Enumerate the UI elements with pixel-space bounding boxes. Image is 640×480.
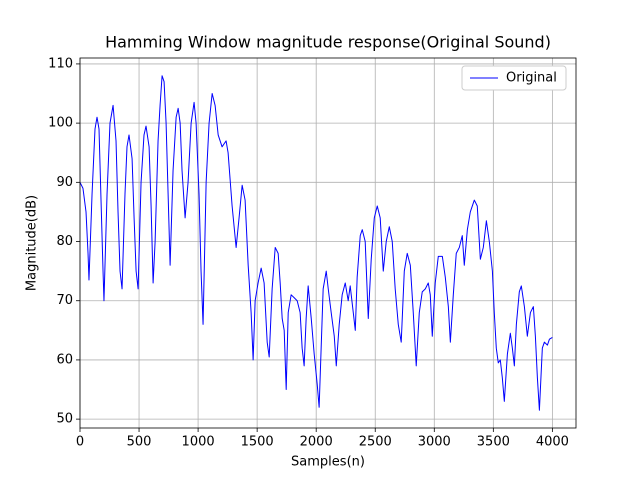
x-axis-label: Samples(n) (291, 455, 365, 470)
x-tick-label: 3000 (418, 435, 451, 450)
x-tick-label: 3500 (477, 435, 510, 450)
y-tick-label: 70 (56, 293, 73, 308)
x-tick-label: 1000 (182, 435, 215, 450)
data-line (79, 75, 553, 411)
x-tick-label: 500 (127, 435, 152, 450)
x-tick-label: 2000 (300, 435, 333, 450)
chart-title: Hamming Window magnitude response(Origin… (105, 33, 551, 52)
x-tick-label: 4000 (536, 435, 569, 450)
axes-frame (79, 57, 577, 429)
y-tick-label: 80 (56, 234, 73, 249)
legend-label: Original (506, 71, 557, 86)
y-tick-label: 110 (48, 56, 73, 71)
y-tick-label: 60 (56, 352, 73, 367)
legend-box (461, 65, 567, 91)
y-tick-label: 100 (48, 116, 73, 131)
y-axis-label: Magnitude(dB) (25, 195, 40, 291)
x-tick-label: 0 (76, 435, 84, 450)
x-tick-label: 1500 (241, 435, 274, 450)
x-tick-label: 2500 (359, 435, 392, 450)
y-tick-label: 90 (56, 175, 73, 190)
y-tick-label: 50 (56, 412, 73, 427)
